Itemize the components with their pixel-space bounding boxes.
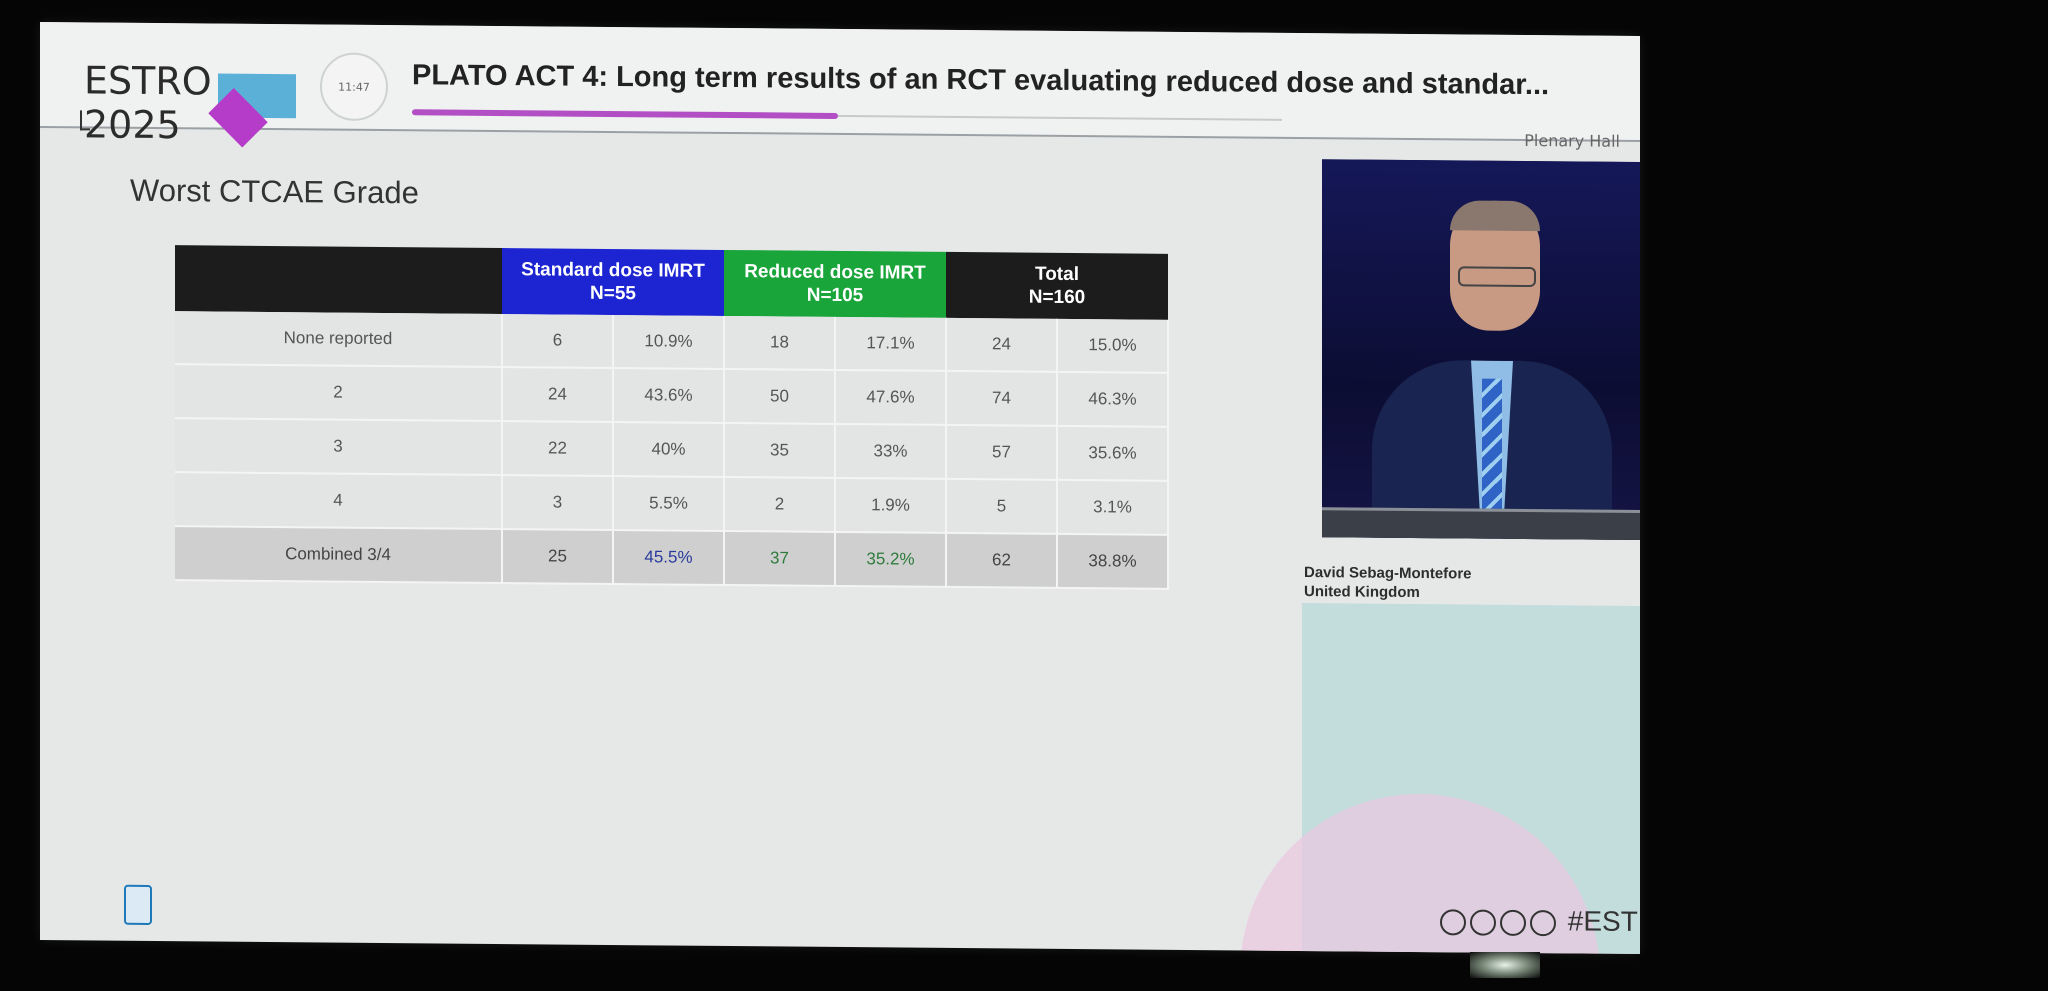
table-cell: 46.3% <box>1057 371 1168 427</box>
row-label: 3 <box>175 418 502 476</box>
table-cell: 24 <box>946 317 1057 372</box>
speaker-caption: David Sebag-Montefore United Kingdom <box>1304 563 1472 602</box>
table-row: 4 3 5.5% 2 1.9% 5 3.1% <box>175 472 1168 535</box>
table-cell: 35 <box>724 422 835 478</box>
table-cell: 33% <box>835 423 946 479</box>
speaker-tie <box>1482 378 1502 519</box>
table-row: 3 22 40% 35 33% 57 35.6% <box>175 418 1168 481</box>
table-cell: 24 <box>502 367 613 423</box>
row-label: Combined 3/4 <box>175 526 502 584</box>
logo-text: ESTRO 2025 <box>84 58 212 148</box>
table-cell: 3 <box>502 475 613 531</box>
speaker-hair <box>1450 200 1540 232</box>
table-cell: 10.9% <box>613 315 724 369</box>
session-clock: 11:47 <box>320 52 388 122</box>
header-total: Total N=160 <box>946 251 1168 320</box>
table-cell: 25 <box>502 529 613 585</box>
table-cell: 17.1% <box>835 316 946 371</box>
table-cell: 38.8% <box>1057 533 1168 589</box>
header-total-n: N=160 <box>1028 286 1086 309</box>
x-icon <box>1440 908 1466 936</box>
table-cell: 40% <box>613 422 724 477</box>
header-reduced-label: Reduced dose IMRT <box>744 261 926 284</box>
table-cell: 22 <box>502 421 613 477</box>
footer-hashtag: #ESTRO25 <box>1440 904 1640 938</box>
header-total-label: Total <box>1035 263 1079 286</box>
header-standard-n: N=55 <box>590 282 636 305</box>
table-cell: 37 <box>724 530 835 586</box>
table-row: Combined 3/4 25 45.5% 37 35.2% 62 38.8% <box>175 526 1168 589</box>
projection-screen: ESTRO 2025 11:47 PLATO ACT 4: Long term … <box>40 22 1640 954</box>
table-row: None reported 6 10.9% 18 17.1% 24 15.0% <box>175 311 1168 373</box>
facebook-icon <box>1470 909 1496 936</box>
speaker-name: David Sebag-Montefore <box>1304 564 1472 583</box>
speaker-country: United Kingdom <box>1304 583 1420 602</box>
table-header-row: Standard dose IMRT N=55 Reduced dose IMR… <box>175 245 1168 320</box>
speaker-glasses <box>1458 266 1536 288</box>
table-cell: 74 <box>946 370 1057 426</box>
table-cell: 1.9% <box>835 477 946 533</box>
instagram-icon <box>1500 909 1526 936</box>
table-cell: 18 <box>724 315 835 370</box>
row-label: 4 <box>175 472 502 530</box>
table-cell: 6 <box>502 314 613 369</box>
table-cell: 2 <box>724 476 835 532</box>
header-reduced: Reduced dose IMRT N=105 <box>724 249 946 318</box>
header-reduced-n: N=105 <box>806 284 864 307</box>
table-row: 2 24 43.6% 50 47.6% 74 46.3% <box>175 364 1168 427</box>
audience-light <box>1470 952 1540 978</box>
estro-logo: ESTRO 2025 <box>80 44 320 148</box>
table-cell: 43.6% <box>613 368 724 423</box>
row-label: None reported <box>175 311 502 368</box>
table-cell: 62 <box>946 532 1057 588</box>
slide-title: Worst CTCAE Grade <box>130 172 419 211</box>
session-title: PLATO ACT 4: Long term results of an RCT… <box>412 59 1550 102</box>
table-cell: 5.5% <box>613 476 724 531</box>
session-header: ESTRO 2025 11:47 PLATO ACT 4: Long term … <box>40 22 1640 151</box>
table-cell: 45.5% <box>613 530 724 585</box>
table-cell: 5 <box>946 478 1057 534</box>
podium <box>1322 507 1640 540</box>
table-cell: 50 <box>724 368 835 424</box>
linkedin-icon <box>1530 909 1556 936</box>
results-table: Standard dose IMRT N=55 Reduced dose IMR… <box>175 245 1169 590</box>
table-cell: 3.1% <box>1057 479 1168 535</box>
table-cell: 35.2% <box>835 531 946 587</box>
hall-name: Plenary Hall <box>1524 130 1620 151</box>
table-cell: 35.6% <box>1057 425 1168 481</box>
table-cell: 15.0% <box>1057 318 1168 373</box>
phone-icon <box>124 884 152 925</box>
speaker-video <box>1322 159 1640 540</box>
header-standard-label: Standard dose IMRT <box>521 259 705 282</box>
row-label: 2 <box>175 364 502 422</box>
session-progress-fill <box>412 109 839 119</box>
table-cell: 57 <box>946 424 1057 480</box>
session-progress <box>412 109 1282 121</box>
header-blank <box>175 245 502 315</box>
header-standard: Standard dose IMRT N=55 <box>502 248 724 316</box>
table-cell: 47.6% <box>835 369 946 425</box>
hashtag-text: #ESTRO25 <box>1567 905 1640 938</box>
